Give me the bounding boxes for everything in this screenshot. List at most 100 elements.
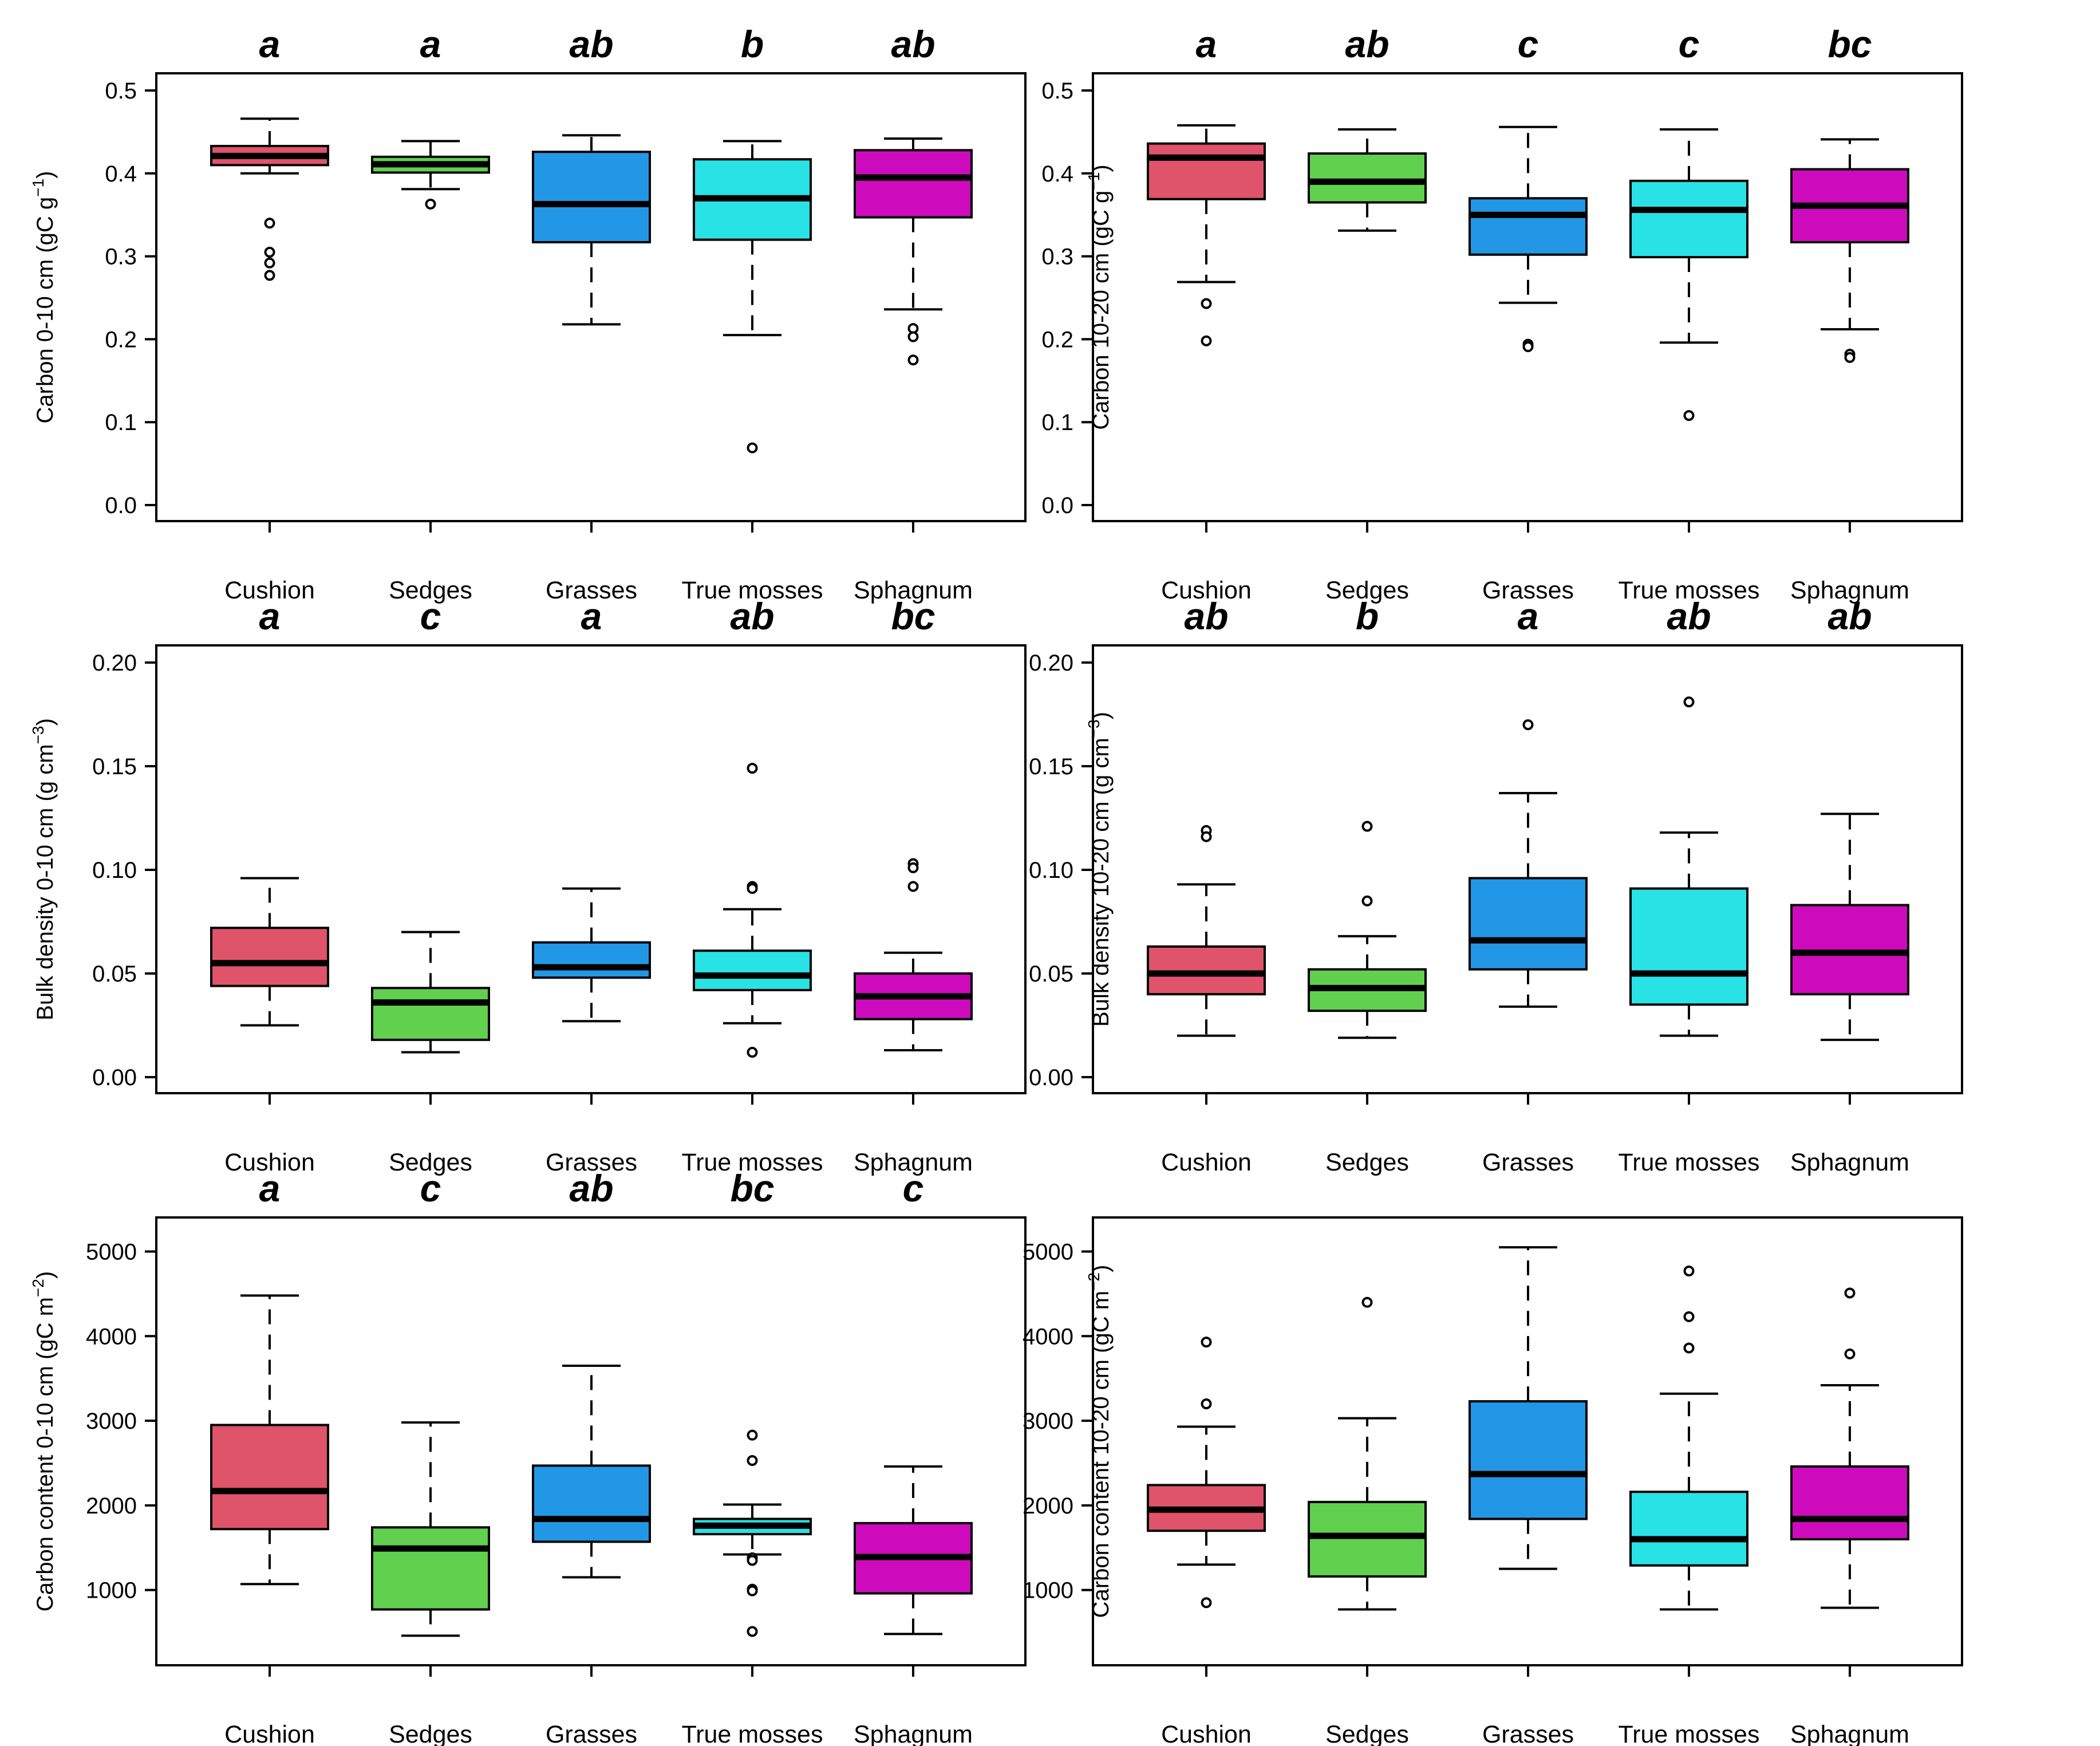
- y-tick-label: 1000: [86, 1578, 137, 1603]
- x-tick-label: Sphagnum: [854, 577, 973, 604]
- outlier-point: [425, 198, 436, 210]
- x-tick-label: Sphagnum: [1790, 577, 1909, 604]
- y-tick-label: 4000: [86, 1324, 137, 1349]
- box-sedges: [371, 140, 490, 210]
- significance-letter: b: [741, 23, 764, 65]
- box-sphagnum: [1790, 138, 1909, 363]
- box-true-mosses: [693, 140, 812, 454]
- iqr-box: [210, 1424, 329, 1531]
- x-tick-label: Sphagnum: [854, 1149, 973, 1176]
- iqr-box: [532, 151, 651, 243]
- significance-letter: a: [259, 23, 281, 65]
- iqr-box: [1469, 877, 1588, 971]
- box-cushion: [1147, 825, 1266, 1037]
- y-axis-label-sup: −3: [1085, 719, 1103, 738]
- outlier-point: [1361, 895, 1373, 906]
- significance-letter: ab: [569, 1167, 613, 1209]
- significance-letter: b: [1356, 595, 1379, 637]
- significance-letter: c: [903, 1167, 924, 1209]
- panel-bottom-right: 1000 2000 3000 4000 5000 Carbon content 10-20…: [1023, 1216, 1963, 1746]
- x-tick-label: Sedges: [389, 577, 472, 604]
- y-tick-label: 0.5: [1041, 78, 1073, 104]
- y-tick-label: 0.20: [92, 651, 137, 676]
- significance-letter: ab: [730, 595, 774, 637]
- outlier-point: [1201, 298, 1212, 309]
- outlier-point: [1201, 1398, 1212, 1410]
- iqr-box: [371, 1526, 490, 1611]
- outlier-point: [1683, 1266, 1695, 1277]
- x-tick-label: Cushion: [1161, 577, 1252, 604]
- significance-letter: bc: [891, 595, 935, 637]
- outlier-point: [747, 1585, 758, 1597]
- significance-letter: ab: [569, 23, 613, 65]
- box-sedges: [1308, 821, 1427, 1039]
- y-axis-label: Bulk density 10-20 cm (g cm−3): [1085, 712, 1114, 1027]
- significance-letter: a: [581, 595, 602, 637]
- significance-letter: ab: [891, 23, 935, 65]
- x-tick-label: True mosses: [1619, 1721, 1760, 1746]
- y-tick-label: 0.1: [1041, 410, 1073, 435]
- y-tick-label: 0.00: [92, 1065, 137, 1090]
- outlier-point: [1361, 1296, 1373, 1308]
- box-sedges: [371, 931, 490, 1054]
- significance-letter: ab: [1827, 595, 1872, 637]
- y-axis-label: Carbon 10-20 cm (gC g−1): [1085, 164, 1114, 429]
- box-true-mosses: [1629, 1266, 1748, 1611]
- significance-letter: ab: [1667, 595, 1711, 637]
- outlier-point: [747, 1555, 758, 1566]
- iqr-box: [371, 987, 490, 1041]
- x-tick-label: Cushion: [1161, 1721, 1252, 1746]
- box-cushion: [210, 117, 329, 281]
- box-grasses: [532, 134, 651, 326]
- box-cushion: [1147, 124, 1266, 346]
- significance-letter: c: [420, 595, 441, 637]
- box-true-mosses: [1629, 128, 1748, 421]
- iqr-box: [854, 149, 973, 219]
- x-tick-label: Grasses: [546, 1149, 637, 1176]
- y-tick-label: 5000: [1023, 1240, 1073, 1265]
- y-tick-label: 0.05: [1029, 961, 1073, 987]
- outlier-point: [907, 331, 919, 342]
- y-tick-label: 0.0: [105, 493, 137, 518]
- iqr-box: [1790, 1465, 1909, 1540]
- outlier-point: [1844, 1348, 1856, 1359]
- box-grasses: [1469, 125, 1588, 352]
- iqr-box: [1629, 1491, 1748, 1567]
- y-tick-label: 3000: [86, 1409, 137, 1434]
- box-sedges: [371, 1421, 490, 1637]
- significance-letter: a: [1196, 23, 1217, 65]
- box-sphagnum: [854, 858, 973, 1051]
- x-tick-label: Sphagnum: [854, 1721, 973, 1746]
- y-tick-label: 0.10: [1029, 858, 1073, 883]
- box-cushion: [210, 1294, 329, 1586]
- x-tick-label: Grasses: [546, 577, 637, 604]
- y-tick-label: 0.5: [105, 78, 137, 104]
- x-tick-label: Cushion: [224, 577, 315, 604]
- box-cushion: [210, 877, 329, 1027]
- box-sedges: [1308, 1296, 1427, 1611]
- y-axis-label-end: ): [1088, 712, 1114, 719]
- significance-letter: c: [1518, 23, 1539, 65]
- iqr-box: [693, 949, 812, 991]
- x-tick-label: Sedges: [1325, 1721, 1409, 1746]
- significance-letter: c: [1679, 23, 1700, 65]
- y-axis-label: Carbon content 0-10 cm (gC m−2): [29, 1271, 58, 1611]
- x-tick-label: Grasses: [1482, 577, 1574, 604]
- y-tick-label: 1000: [1023, 1578, 1073, 1603]
- x-tick-label: Sedges: [1325, 1149, 1409, 1176]
- outlier-point: [747, 1626, 758, 1637]
- x-tick-label: True mosses: [682, 1149, 823, 1176]
- outlier-point: [264, 246, 275, 258]
- y-axis-label: Bulk density 0-10 cm (g cm−3): [29, 718, 58, 1020]
- y-axis-label-sup: −1: [1085, 172, 1103, 191]
- box-grasses: [532, 1365, 651, 1579]
- outlier-point: [264, 218, 275, 229]
- x-tick-label: True mosses: [682, 1721, 823, 1746]
- iqr-box: [1629, 179, 1748, 259]
- y-axis-label-main: Carbon content 10-20 cm (gC m: [1088, 1291, 1114, 1618]
- y-tick-label: 0.15: [92, 754, 137, 779]
- y-tick-label: 0.4: [105, 161, 137, 187]
- y-axis-label-main: Bulk density 0-10 cm (g cm: [33, 744, 58, 1020]
- x-tick-label: Cushion: [1161, 1149, 1252, 1176]
